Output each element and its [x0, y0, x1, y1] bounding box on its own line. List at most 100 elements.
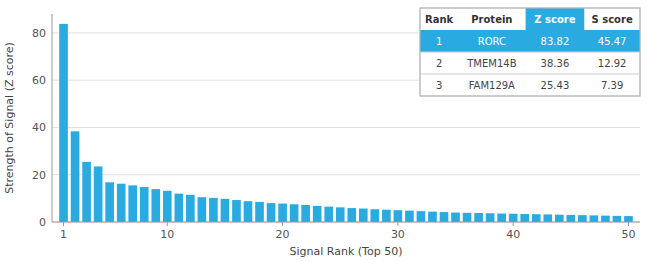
bar — [509, 214, 518, 222]
x-axis-label: Signal Rank (Top 50) — [290, 245, 403, 258]
table-header-highlight — [526, 8, 585, 30]
table-border — [420, 8, 640, 96]
x-tick-label: 30 — [391, 228, 405, 241]
bar — [221, 199, 230, 222]
bar — [151, 189, 160, 222]
table-cell: RORC — [478, 36, 506, 47]
y-tick-label: 0 — [39, 216, 46, 229]
bar — [175, 194, 184, 222]
bar — [624, 216, 633, 222]
x-tick-label: 40 — [506, 228, 520, 241]
bar — [497, 213, 506, 222]
bar — [163, 191, 172, 222]
x-tick — [628, 222, 629, 226]
table-cell: FAM129A — [469, 80, 515, 91]
x-tick — [282, 222, 283, 226]
y-tick-label: 80 — [32, 27, 46, 40]
bar — [371, 209, 380, 222]
bar — [209, 198, 218, 222]
grid-line — [52, 127, 640, 128]
bar — [474, 213, 483, 222]
bar — [532, 214, 541, 222]
bar — [186, 195, 195, 222]
x-tick-label: 1 — [60, 228, 67, 241]
bar — [278, 204, 287, 222]
bar — [140, 187, 149, 222]
bar — [520, 214, 529, 222]
table-divider — [420, 52, 640, 53]
bar — [543, 214, 552, 222]
bar — [463, 213, 472, 222]
bar — [440, 212, 449, 222]
table-cell: 38.36 — [541, 58, 570, 69]
bar — [428, 212, 437, 222]
bar — [301, 205, 310, 222]
x-tick — [397, 222, 398, 226]
bar — [405, 211, 414, 222]
inset-table: Rank Protein Z score S score 1 RORC 83.82 45.47… — [420, 8, 640, 96]
table-cell: TMEM14B — [466, 58, 516, 69]
bar — [578, 215, 587, 222]
x-tick-label: 50 — [621, 228, 635, 241]
y-tick-label: 20 — [32, 169, 46, 182]
x-tick-label: 10 — [160, 228, 174, 241]
x-tick-label: 20 — [276, 228, 290, 241]
bar — [382, 210, 391, 222]
bar — [255, 202, 264, 222]
bar — [451, 213, 460, 222]
table-header: Z score — [534, 14, 575, 25]
table-cell: 2 — [436, 58, 442, 69]
table-cell: 25.43 — [541, 80, 570, 91]
grid — [52, 33, 640, 222]
y-tick-label: 40 — [32, 121, 46, 134]
y-axis-label: Strength of Signal (Z score) — [3, 42, 16, 194]
table-header: S score — [592, 14, 633, 25]
bar — [417, 211, 426, 222]
bar — [198, 197, 207, 222]
table-cell: 12.92 — [598, 58, 627, 69]
bar — [313, 206, 322, 222]
bar — [336, 207, 345, 222]
bar — [232, 200, 241, 222]
table-cell: 83.82 — [541, 36, 570, 47]
bar — [267, 203, 276, 222]
bar — [94, 166, 103, 222]
y-axis-line — [52, 14, 53, 222]
table-header: Protein — [471, 14, 512, 25]
grid-line — [52, 222, 640, 223]
bar — [613, 216, 622, 222]
bar — [359, 209, 368, 222]
bar — [59, 24, 68, 222]
bar — [290, 204, 299, 222]
x-tick — [63, 222, 64, 226]
table-cell: 1 — [436, 36, 442, 47]
bar — [590, 215, 599, 222]
table-background — [420, 8, 640, 96]
bar — [601, 216, 610, 222]
table-divider — [420, 74, 640, 75]
bar — [555, 215, 564, 222]
x-tick — [167, 222, 168, 226]
bar — [128, 185, 137, 222]
bar — [71, 131, 80, 222]
table-cell: 7.39 — [601, 80, 623, 91]
grid-line — [52, 174, 640, 175]
bar — [567, 215, 576, 222]
bar — [324, 207, 333, 222]
table-cell: 3 — [436, 80, 442, 91]
x-tick — [513, 222, 514, 226]
bar — [486, 213, 495, 222]
bar — [105, 182, 114, 222]
table-cell: 45.47 — [598, 36, 627, 47]
bar — [347, 208, 356, 222]
bar — [117, 184, 126, 222]
bar — [244, 201, 253, 222]
x-axis-line — [52, 222, 640, 223]
table-row-highlight — [420, 30, 640, 52]
bar — [82, 162, 91, 222]
bar — [394, 210, 403, 222]
chart: 0 20 40 60 80 1 10 20 30 40 50 Signal Rank (Top 50)… — [0, 0, 650, 261]
y-tick-label: 60 — [32, 74, 46, 87]
table-header: Rank — [425, 14, 454, 25]
chart-container: 0 20 40 60 80 1 10 20 30 40 50 Signal Rank (Top 50)… — [0, 0, 650, 261]
